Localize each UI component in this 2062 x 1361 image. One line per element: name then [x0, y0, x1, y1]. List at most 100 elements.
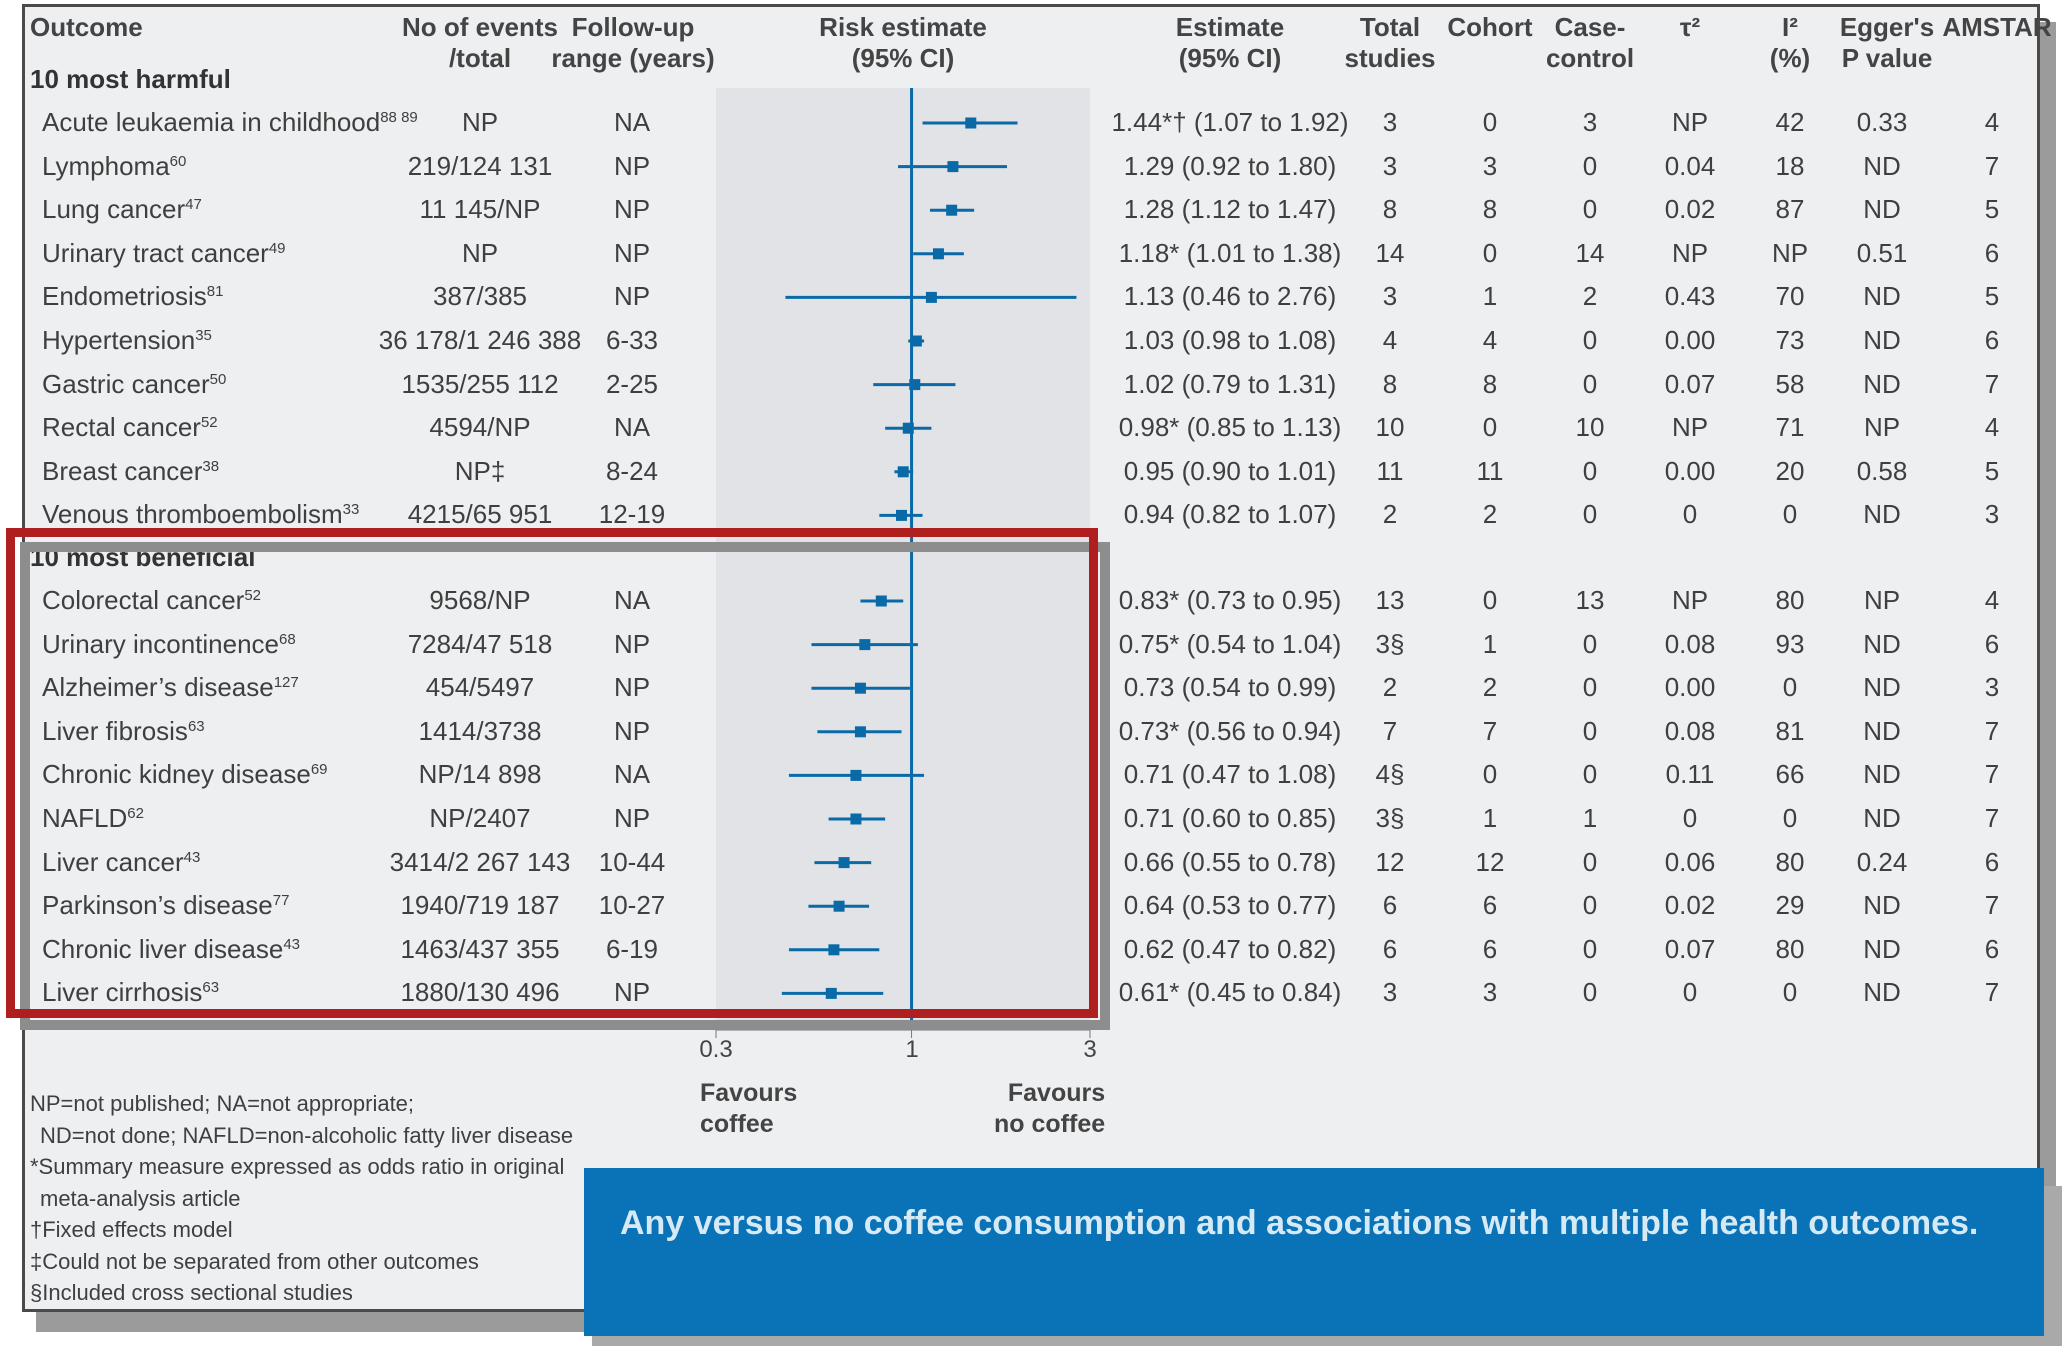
outcome-name: Rectal cancer: [42, 412, 201, 443]
i-squared-cell: 93: [1775, 628, 1805, 659]
egger-cell: ND: [1863, 281, 1901, 312]
events-cell: 219/124 131: [407, 150, 553, 181]
outcome-label: Hypertension35: [42, 325, 212, 356]
egger-cell: ND: [1863, 933, 1901, 964]
egger-cell: ND: [1863, 715, 1901, 746]
followup-cell: 8-24: [605, 455, 659, 486]
followup-cell: NP: [613, 977, 651, 1008]
events-cell: 36 178/1 246 388: [378, 325, 582, 355]
followup-cell: NP: [613, 803, 651, 833]
i-squared-cell: 87: [1775, 194, 1805, 225]
outcome-name: Chronic liver disease: [42, 933, 284, 964]
amstar-cell: 5: [1984, 194, 2000, 225]
reference-number: 43: [283, 935, 301, 953]
outcome-label: Acute leukaemia in childhood88 89: [42, 107, 418, 138]
i-squared-cell: 20: [1775, 455, 1805, 486]
point-estimate: [932, 248, 944, 260]
reference-number: 81: [206, 283, 224, 301]
reference-number: 68: [279, 630, 296, 648]
followup-cell: 6-19: [605, 933, 659, 964]
outcome-label: Chronic kidney disease69: [42, 759, 328, 790]
tau-cell: 0.02: [1664, 194, 1716, 225]
footnote: ‡Could not be separated from other outco…: [30, 1248, 479, 1274]
point-estimate: [875, 595, 887, 607]
i-squared-cell: 42: [1775, 107, 1805, 137]
events-cell: 3414/2 267 143: [389, 846, 571, 877]
outcome-label: Lymphoma60: [42, 151, 186, 182]
header-i-squared: I² (%): [1769, 12, 1811, 73]
case-control-cell: 0: [1582, 499, 1598, 530]
footnote: †Fixed effects model: [30, 1217, 233, 1242]
outcome-name: NAFLD: [42, 803, 128, 833]
header-total-studies: Total studies: [1344, 12, 1436, 73]
header-case-control: Case-control: [1545, 12, 1635, 73]
total-studies-cell: 10: [1375, 412, 1405, 443]
outcome-label: Lung cancer47: [42, 194, 202, 225]
followup-cell: 2-25: [605, 368, 659, 399]
tau-cell: 0.02: [1664, 890, 1716, 921]
outcome-name: Lymphoma: [42, 150, 170, 181]
tau-cell: 0.04: [1664, 150, 1716, 181]
tau-cell: NP: [1671, 412, 1709, 443]
outcome-label: Venous thromboembolism33: [42, 499, 359, 530]
point-estimate: [909, 379, 921, 391]
reference-number: 88 89: [380, 109, 418, 126]
header-estimate: Estimate (95% CI): [1175, 12, 1285, 73]
outcome-name: Liver fibrosis: [42, 715, 188, 746]
case-control-cell: 0: [1582, 759, 1598, 790]
amstar-cell: 6: [1984, 325, 2000, 355]
egger-cell: 0.33: [1856, 107, 1908, 137]
amstar-cell: 6: [1984, 933, 2000, 964]
reference-number: 35: [195, 327, 212, 344]
i-squared-cell: 70: [1775, 281, 1805, 312]
outcome-label: Parkinson’s disease77: [42, 890, 289, 921]
outcome-label: Chronic liver disease43: [42, 934, 300, 965]
reference-number: 52: [200, 414, 218, 432]
header-followup: Follow-up range (years): [551, 12, 715, 73]
amstar-cell: 7: [1984, 150, 2000, 181]
events-cell: 4215/65 951: [407, 499, 553, 530]
i-squared-cell: 58: [1775, 368, 1805, 399]
events-cell: NP: [461, 107, 499, 137]
events-cell: 1463/437 355: [400, 933, 560, 964]
egger-cell: ND: [1863, 628, 1901, 659]
tau-cell: 0.08: [1664, 628, 1716, 659]
cohort-cell: 6: [1482, 890, 1498, 921]
egger-cell: ND: [1863, 368, 1901, 399]
cohort-cell: 1: [1482, 281, 1498, 312]
cohort-cell: 12: [1475, 846, 1505, 877]
egger-cell: ND: [1863, 672, 1901, 703]
total-studies-cell: 3: [1382, 281, 1398, 312]
estimate-cell: 1.44*† (1.07 to 1.92): [1111, 107, 1349, 137]
cohort-cell: 7: [1482, 715, 1498, 746]
cohort-cell: 0: [1482, 759, 1498, 790]
estimate-cell: 0.98* (0.85 to 1.13): [1118, 412, 1342, 443]
estimate-cell: 0.66 (0.55 to 0.78): [1123, 846, 1337, 877]
events-cell: NP‡: [454, 455, 506, 486]
estimate-cell: 1.03 (0.98 to 1.08): [1123, 325, 1337, 355]
amstar-cell: 5: [1984, 281, 2000, 312]
cohort-cell: 1: [1482, 803, 1498, 833]
outcome-label: Liver cancer43: [42, 847, 200, 878]
point-estimate: [859, 639, 871, 651]
point-estimate: [947, 161, 959, 173]
cohort-cell: 1: [1482, 628, 1498, 659]
case-control-cell: 0: [1582, 672, 1598, 703]
amstar-cell: 7: [1984, 803, 2000, 833]
events-cell: NP: [461, 237, 499, 268]
cohort-cell: 8: [1482, 368, 1498, 399]
outcome-name: Breast cancer: [42, 455, 203, 486]
i-squared-cell: 81: [1775, 715, 1805, 746]
tau-cell: 0: [1682, 803, 1698, 833]
egger-cell: ND: [1863, 194, 1901, 225]
estimate-cell: 0.75* (0.54 to 1.04): [1118, 628, 1342, 659]
total-studies-cell: 12: [1375, 846, 1405, 877]
cohort-cell: 11: [1476, 455, 1504, 486]
followup-cell: NP: [613, 628, 651, 659]
outcome-label: Liver fibrosis63: [42, 716, 205, 747]
total-studies-cell: 3: [1382, 977, 1398, 1008]
header-cohort: Cohort: [1447, 12, 1533, 42]
i-squared-cell: 0: [1782, 499, 1798, 530]
i-squared-cell: 66: [1775, 759, 1805, 790]
egger-cell: NP: [1863, 412, 1901, 443]
